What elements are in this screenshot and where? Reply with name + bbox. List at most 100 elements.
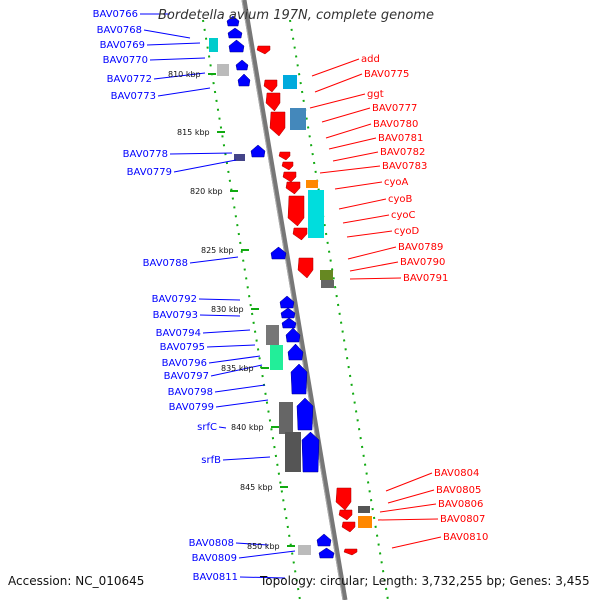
leader-bav0805 xyxy=(387,489,435,504)
gene-label-bav0769[interactable]: BAV0769 xyxy=(100,40,145,51)
gene-label-bav0799[interactable]: BAV0799 xyxy=(169,402,214,413)
gene-label-bav0798[interactable]: BAV0798 xyxy=(168,387,213,398)
gene-feature-bav0768[interactable] xyxy=(227,27,243,39)
gene-feature-cyob-arrow[interactable] xyxy=(287,195,305,227)
gene-label-bav0792[interactable]: BAV0792 xyxy=(152,294,197,305)
gene-label-bav0770[interactable]: BAV0770 xyxy=(103,55,148,66)
gene-feature-bav0796[interactable] xyxy=(270,345,283,370)
gene-feature-bav0792[interactable] xyxy=(279,295,295,309)
gene-label-bav0807[interactable]: BAV0807 xyxy=(440,514,485,525)
kbp-tick-7: 840 kbp xyxy=(231,423,264,432)
leader-cyod xyxy=(346,230,393,238)
gene-label-bav0805[interactable]: BAV0805 xyxy=(436,485,481,496)
gene-feature-bav0806[interactable] xyxy=(338,509,353,521)
gene-feature-bav0775-arrow[interactable] xyxy=(263,79,278,93)
gene-label-bav0772[interactable]: BAV0772 xyxy=(107,74,152,85)
gene-label-bav0788[interactable]: BAV0788 xyxy=(143,258,188,269)
gene-feature-bav0804[interactable] xyxy=(335,487,352,511)
gene-feature-bav0794[interactable] xyxy=(281,317,297,329)
gene-feature-srfb-box[interactable] xyxy=(285,432,301,472)
gene-feature-bav0789[interactable] xyxy=(297,257,314,279)
gene-feature-bav0798[interactable] xyxy=(287,343,304,361)
gene-feature-bav0793[interactable] xyxy=(280,307,296,319)
gene-label-bav0782[interactable]: BAV0782 xyxy=(380,147,425,158)
gene-label-bav0779[interactable]: BAV0779 xyxy=(127,167,172,178)
gene-feature-bav0807[interactable] xyxy=(358,516,372,528)
gene-feature-bav0773[interactable] xyxy=(237,73,251,87)
gene-feature-bav0810[interactable] xyxy=(343,548,358,556)
gene-feature-bav0790[interactable] xyxy=(320,270,333,280)
gene-feature-bav0779[interactable] xyxy=(250,144,266,158)
gene-label-bav0806[interactable]: BAV0806 xyxy=(438,499,483,510)
gene-label-add[interactable]: add xyxy=(361,54,380,65)
gene-feature-bav0775[interactable] xyxy=(283,75,297,89)
gene-label-bav0790[interactable]: BAV0790 xyxy=(400,257,445,268)
gene-feature-bav0807-arrow[interactable] xyxy=(341,521,356,533)
gene-feature-bav0769-cyan[interactable] xyxy=(209,38,218,52)
gene-label-bav0811[interactable]: BAV0811 xyxy=(193,572,238,583)
leader-bav0773 xyxy=(157,87,211,97)
gene-label-bav0781[interactable]: BAV0781 xyxy=(378,133,423,144)
gene-feature-bav0808[interactable] xyxy=(316,533,332,547)
gene-feature-bav0795[interactable] xyxy=(266,325,279,345)
gene-label-bav0775[interactable]: BAV0775 xyxy=(364,69,409,80)
gene-feature-bav0797[interactable] xyxy=(285,327,301,343)
gene-label-bav0796[interactable]: BAV0796 xyxy=(162,358,207,369)
gene-label-cyoc[interactable]: cyoC xyxy=(391,210,416,221)
gene-feature-bav0777[interactable] xyxy=(290,108,306,130)
leader-bav0811 xyxy=(239,576,286,579)
gene-label-bav0797[interactable]: BAV0797 xyxy=(164,371,209,382)
gene-label-bav0809[interactable]: BAV0809 xyxy=(192,553,237,564)
gene-label-bav0778[interactable]: BAV0778 xyxy=(123,149,168,160)
gene-label-bav0795[interactable]: BAV0795 xyxy=(160,342,205,353)
gene-feature-srfc-box[interactable] xyxy=(279,402,293,434)
gene-feature-bav0772[interactable] xyxy=(235,59,249,71)
gene-label-bav0810[interactable]: BAV0810 xyxy=(443,532,488,543)
kbp-tick-8: 845 kbp xyxy=(240,483,273,492)
leader-cyoa xyxy=(334,181,383,190)
gene-feature-srfb[interactable] xyxy=(301,431,320,473)
gene-label-bav0768[interactable]: BAV0768 xyxy=(97,25,142,36)
gene-label-cyob[interactable]: cyoB xyxy=(388,194,413,205)
gene-label-bav0793[interactable]: BAV0793 xyxy=(153,310,198,321)
gene-label-bav0804[interactable]: BAV0804 xyxy=(434,468,479,479)
gene-label-bav0808[interactable]: BAV0808 xyxy=(189,538,234,549)
gene-label-bav0783[interactable]: BAV0783 xyxy=(382,161,427,172)
gene-feature-bav0783[interactable] xyxy=(282,171,297,183)
gene-feature-ggt[interactable] xyxy=(265,92,281,112)
gene-feature-bav0769[interactable] xyxy=(228,39,245,53)
gene-feature-bav0780[interactable] xyxy=(269,111,286,137)
gene-feature-bav0809[interactable] xyxy=(298,545,311,555)
gene-feature-bav0770[interactable] xyxy=(217,64,229,76)
gene-feature-bav0788[interactable] xyxy=(270,246,287,260)
gene-label-bav0777[interactable]: BAV0777 xyxy=(372,103,417,114)
gene-feature-cyoa[interactable] xyxy=(306,180,318,188)
gene-feature-add[interactable] xyxy=(256,45,271,55)
gene-feature-cyob[interactable] xyxy=(308,190,324,238)
gene-label-srfb[interactable]: srfB xyxy=(201,455,221,466)
gene-feature-bav0799[interactable] xyxy=(290,363,308,395)
gene-feature-bav0766[interactable] xyxy=(226,15,240,27)
gene-label-cyoa[interactable]: cyoA xyxy=(384,177,409,188)
gene-feature-cyod[interactable] xyxy=(292,227,308,241)
gene-label-ggt[interactable]: ggt xyxy=(367,89,384,100)
gene-label-bav0766[interactable]: BAV0766 xyxy=(93,9,138,20)
gene-feature-srfc[interactable] xyxy=(296,397,314,431)
gene-label-bav0773[interactable]: BAV0773 xyxy=(111,91,156,102)
gene-feature-bav0782[interactable] xyxy=(281,161,294,171)
gene-feature-bav0791[interactable] xyxy=(321,280,334,288)
gene-label-bav0789[interactable]: BAV0789 xyxy=(398,242,443,253)
gene-feature-bav0778[interactable] xyxy=(234,154,245,161)
gene-feature-bav0805[interactable] xyxy=(358,506,370,513)
gene-label-bav0794[interactable]: BAV0794 xyxy=(156,328,201,339)
leader-bav0768 xyxy=(143,29,191,39)
gene-label-bav0791[interactable]: BAV0791 xyxy=(403,273,448,284)
gene-label-bav0780[interactable]: BAV0780 xyxy=(373,119,418,130)
gene-label-srfc[interactable]: srfC xyxy=(197,422,217,433)
gene-label-cyod[interactable]: cyoD xyxy=(394,226,420,237)
gene-feature-bav0811[interactable] xyxy=(318,547,335,559)
gene-feature-bav0781[interactable] xyxy=(278,151,291,161)
gene-feature-cyoa-arrow[interactable] xyxy=(285,181,301,195)
